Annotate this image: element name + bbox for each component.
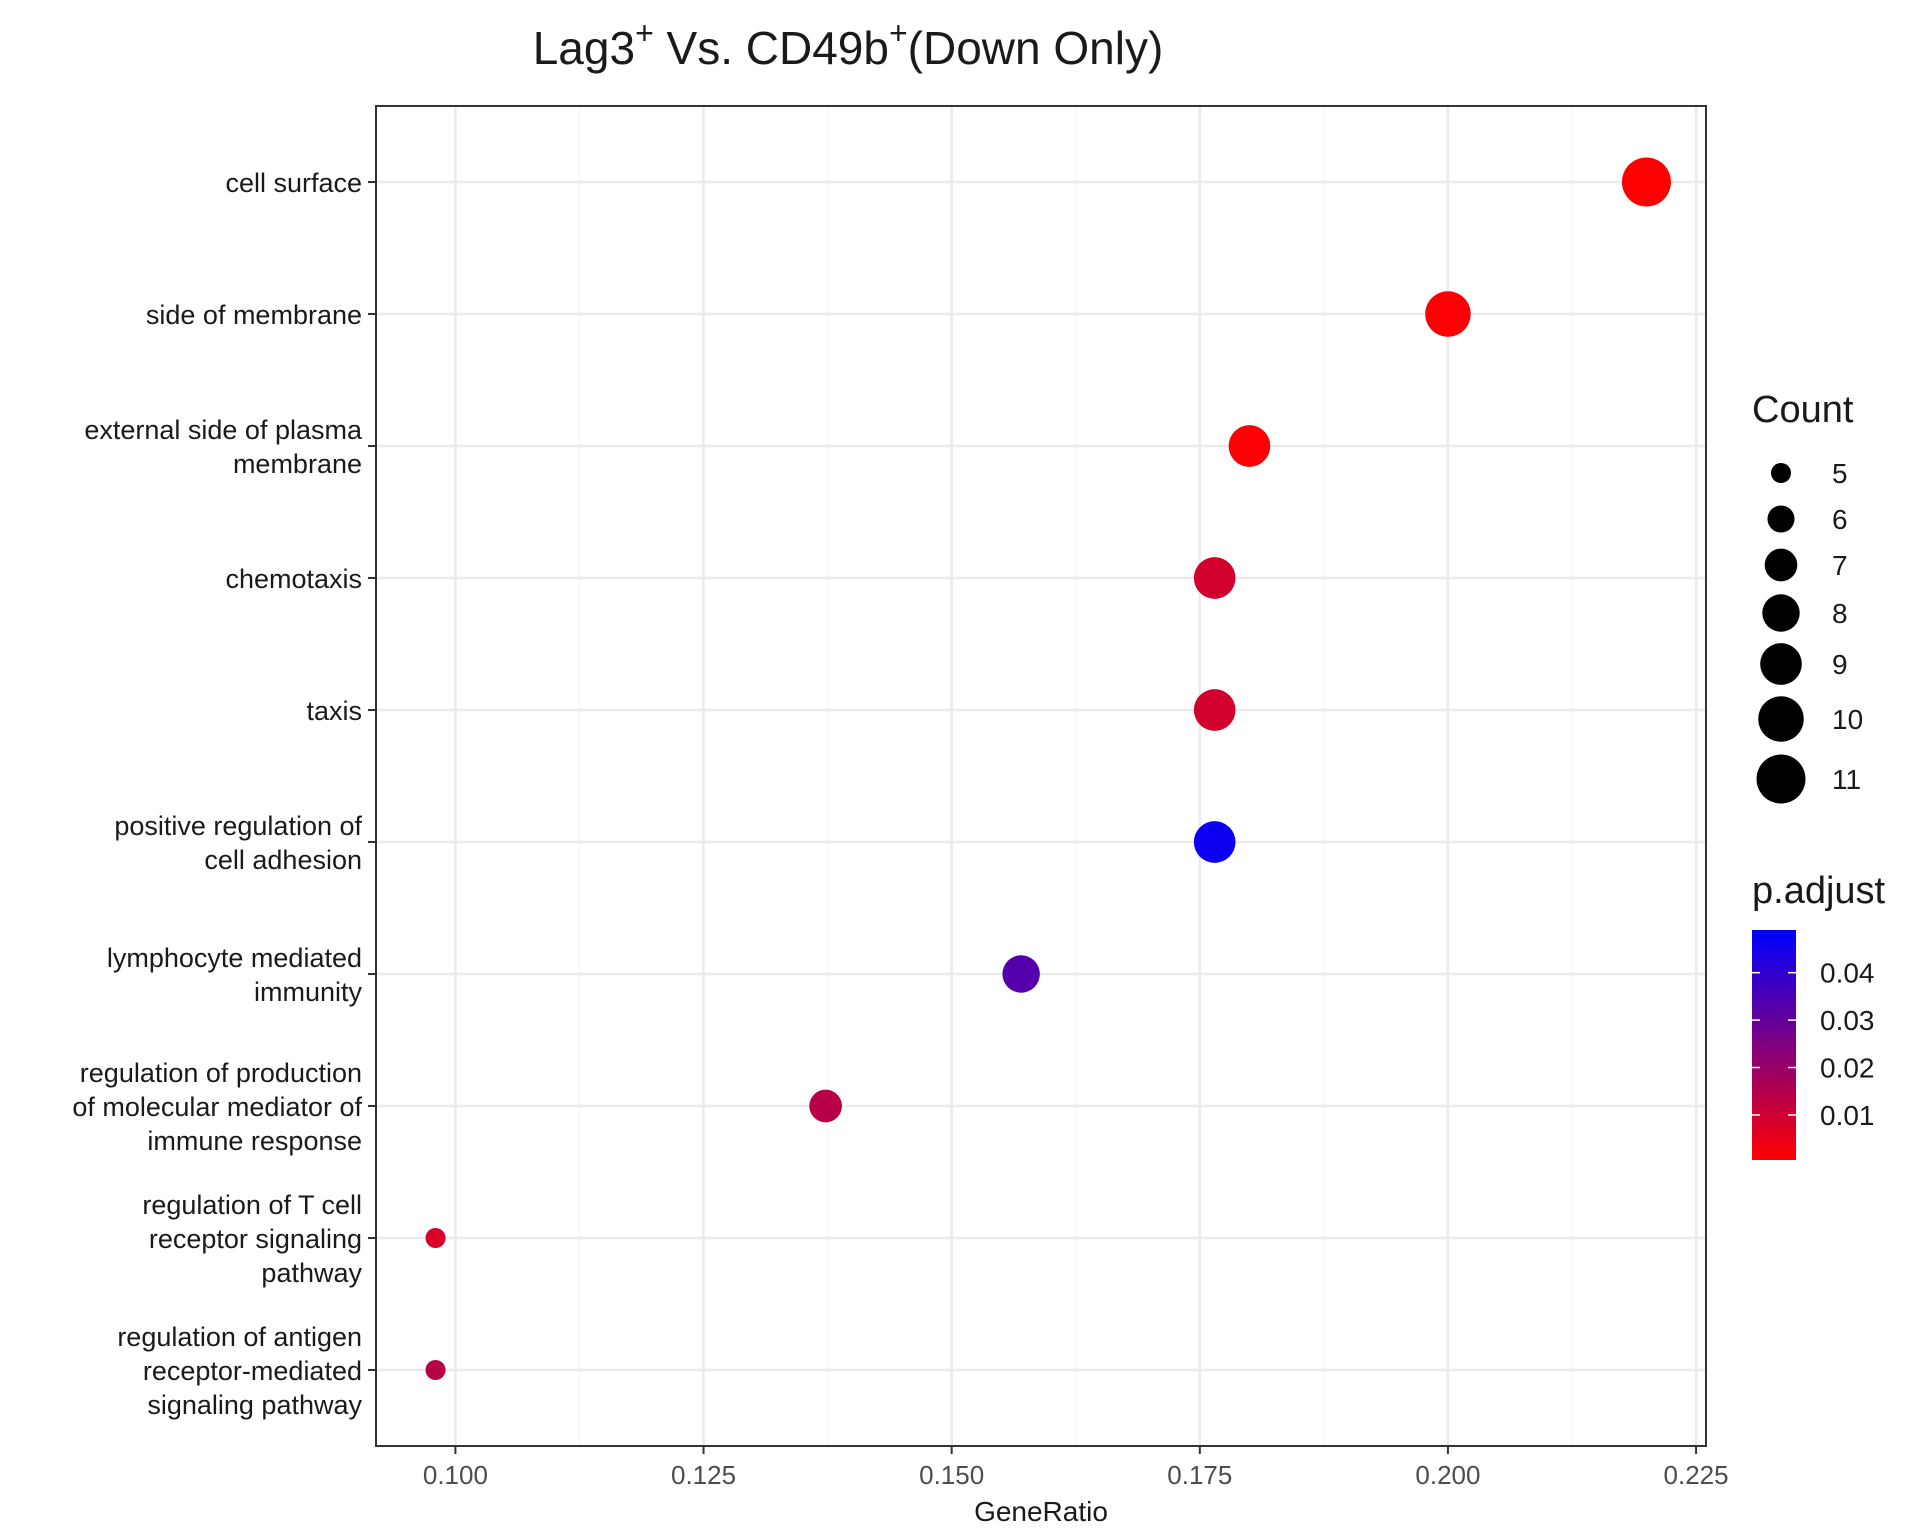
count-legend-label: 5 bbox=[1832, 458, 1848, 489]
chart-title: Lag3+ Vs. CD49b+(Down Only) bbox=[533, 15, 1164, 74]
count-legend-label: 11 bbox=[1832, 764, 1861, 795]
count-legend-title: Count bbox=[1752, 389, 1854, 431]
x-tick-label: 0.200 bbox=[1415, 1460, 1480, 1490]
count-legend-label: 8 bbox=[1832, 598, 1848, 629]
data-point bbox=[1193, 821, 1236, 863]
count-legend-key bbox=[1756, 754, 1806, 804]
y-tick-label: external side of plasma membrane bbox=[84, 415, 363, 479]
count-legend-key bbox=[1760, 643, 1802, 685]
legends: Count 5 6 7 8 9 10 11 p.adjust 0.01 0.02 0.03 0.04 bbox=[1752, 389, 1886, 1160]
count-legend-label: 9 bbox=[1832, 649, 1848, 680]
count-legend-key bbox=[1762, 594, 1800, 632]
count-legend-label: 6 bbox=[1832, 504, 1848, 535]
padjust-legend-label: 0.03 bbox=[1820, 1005, 1875, 1036]
x-tick-label: 0.175 bbox=[1167, 1460, 1232, 1490]
padjust-colorbar bbox=[1752, 930, 1796, 1160]
data-point bbox=[1193, 689, 1236, 731]
count-legend-label: 7 bbox=[1832, 550, 1848, 581]
y-tick-label: regulation of T cell receptor signaling pa… bbox=[142, 1190, 362, 1288]
count-legend-key bbox=[1758, 696, 1804, 742]
plot-area: cell surface side of membrane external sid… bbox=[72, 105, 1729, 1490]
data-point bbox=[1193, 557, 1236, 599]
count-legend-key bbox=[1771, 463, 1791, 483]
count-legend-key bbox=[1764, 548, 1798, 582]
x-tick-label: 0.100 bbox=[423, 1460, 488, 1490]
y-tick-label: chemotaxis bbox=[225, 564, 362, 594]
y-tick-label: taxis bbox=[306, 696, 362, 726]
data-point bbox=[809, 1089, 842, 1123]
y-tick-label: regulation of production of molecular med… bbox=[72, 1058, 362, 1156]
data-point bbox=[425, 1228, 446, 1248]
padjust-legend-label: 0.02 bbox=[1820, 1053, 1875, 1084]
y-tick-label: cell surface bbox=[225, 168, 362, 198]
count-legend-label: 10 bbox=[1832, 704, 1863, 735]
padjust-legend-title: p.adjust bbox=[1752, 870, 1886, 912]
panel-background bbox=[376, 106, 1706, 1446]
count-legend-key bbox=[1767, 505, 1795, 533]
data-point bbox=[1228, 425, 1271, 467]
panel-border bbox=[375, 105, 1707, 1447]
x-axis-label: GeneRatio bbox=[974, 1496, 1108, 1527]
data-point bbox=[1425, 291, 1471, 337]
data-point bbox=[1621, 157, 1671, 207]
x-tick-label: 0.125 bbox=[671, 1460, 736, 1490]
data-point bbox=[1002, 955, 1040, 993]
x-tick-label: 0.150 bbox=[919, 1460, 984, 1490]
y-tick-label: positive regulation of cell adhesion bbox=[114, 811, 362, 875]
data-point bbox=[425, 1360, 446, 1380]
y-tick-label: regulation of antigen receptor-mediated si… bbox=[117, 1322, 362, 1420]
y-tick-label: lymphocyte mediated immunity bbox=[107, 943, 363, 1007]
x-tick-label: 0.225 bbox=[1664, 1460, 1729, 1490]
y-tick-label: side of membrane bbox=[146, 300, 362, 330]
padjust-legend-label: 0.04 bbox=[1820, 958, 1875, 989]
padjust-legend-label: 0.01 bbox=[1820, 1100, 1875, 1131]
